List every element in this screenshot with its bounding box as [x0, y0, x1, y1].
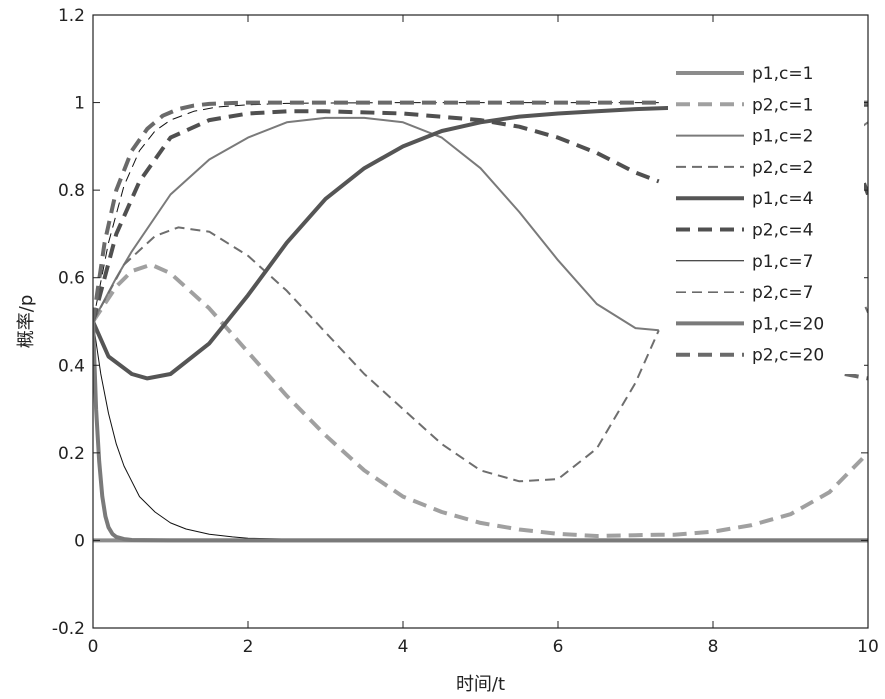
y-axis-label: 概率/p [16, 295, 37, 349]
legend-label: p2,c=20 [752, 346, 824, 366]
series-line-4 [93, 226, 660, 483]
series-line-3 [93, 116, 659, 332]
y-tick-label: 1 [74, 94, 85, 114]
x-tick-label: 6 [553, 637, 564, 657]
legend-label: p1,c=2 [752, 127, 813, 147]
legend-background [668, 56, 864, 374]
series-fragment-5 [844, 372, 868, 381]
series-line-10 [93, 100, 659, 322]
legend-label: p2,c=1 [752, 95, 813, 115]
x-tick-label: 2 [243, 637, 254, 657]
y-tick-label: 0.4 [58, 356, 85, 376]
y-tick-label: 0.6 [58, 269, 85, 289]
y-tick-label: 1.2 [58, 6, 85, 26]
x-axis-label: 时间/t [456, 674, 505, 695]
legend-label: p2,c=4 [752, 221, 813, 241]
x-tick-label: 4 [398, 637, 409, 657]
y-tick-label: 0.8 [58, 181, 85, 201]
series-line-9 [93, 321, 868, 543]
legend-label: p2,c=7 [752, 283, 813, 303]
y-tick-label: 0 [74, 531, 85, 551]
plot-frame [92, 14, 869, 629]
legend-label: p2,c=2 [752, 158, 813, 178]
y-tick-label: -0.2 [52, 619, 85, 639]
x-tick-label: 10 [857, 637, 879, 657]
legend: p1,c=1 p2,c=1 p1,c=2 p2,c=2 p1,c=4 p2,c=4 p1,c… [668, 56, 864, 374]
y-tick-label: 0.2 [58, 444, 85, 464]
legend-label: p1,c=4 [752, 189, 813, 209]
legend-label: p1,c=7 [752, 252, 813, 272]
legend-label: p1,c=20 [752, 314, 824, 334]
x-tick-label: 8 [708, 637, 719, 657]
legend-label: p1,c=1 [752, 64, 813, 84]
ticks-layer: 0 2 4 6 8 10-0.200.20.40.60.811.2 [52, 6, 879, 657]
series-line-2 [93, 262, 868, 538]
series-line-7 [93, 321, 868, 541]
series-line-6 [93, 109, 660, 323]
x-tick-label: 0 [88, 637, 99, 657]
